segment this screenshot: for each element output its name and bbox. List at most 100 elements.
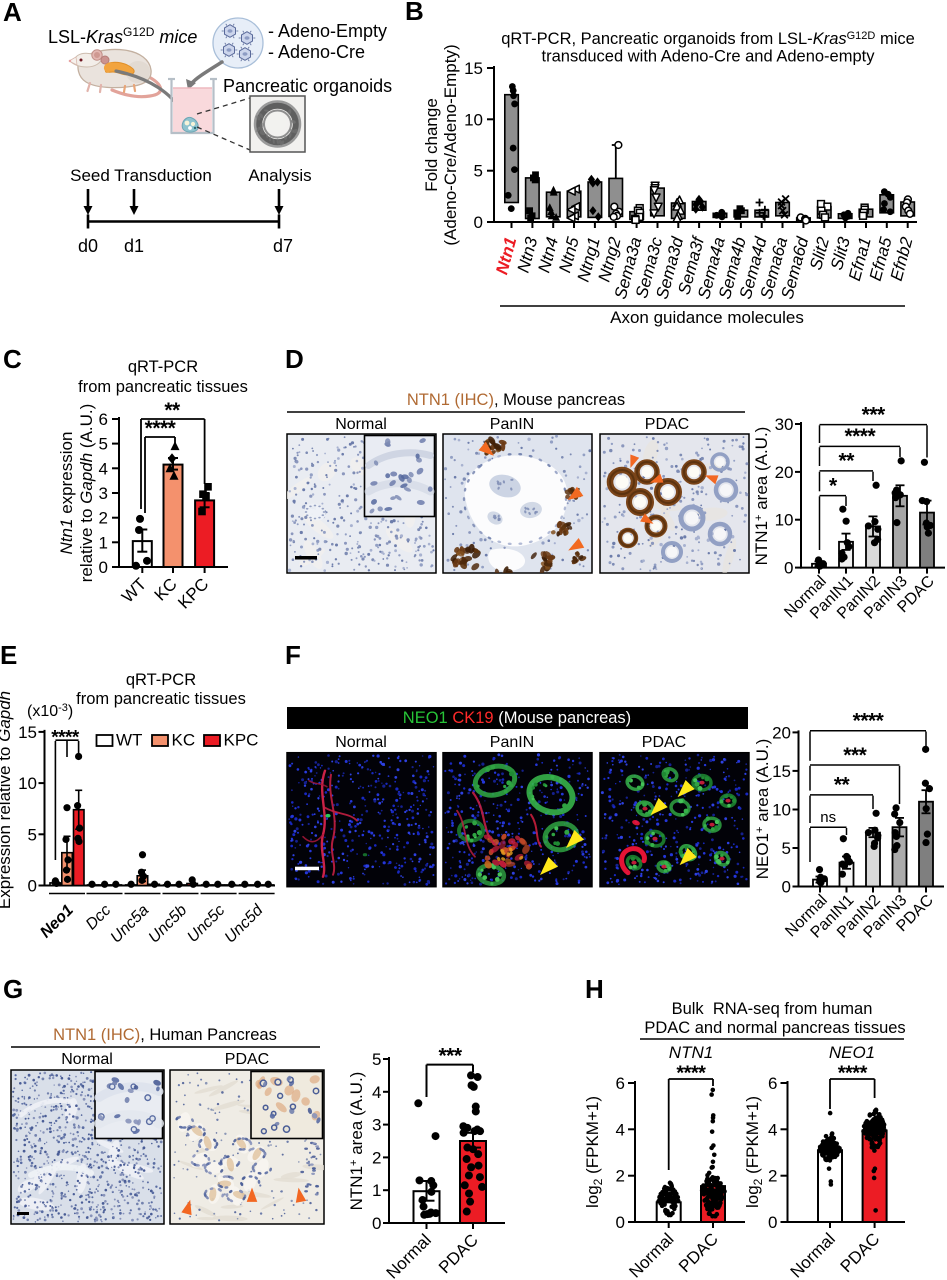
svg-text:10: 10: [464, 110, 483, 129]
svg-text:KC: KC: [172, 731, 196, 750]
svg-text:Unc5b: Unc5b: [146, 902, 191, 947]
svg-text:log2 (FPKM+1): log2 (FPKM+1): [743, 1096, 765, 1208]
svg-text:10: 10: [18, 774, 37, 793]
svg-text:(Adeno-Cre/Adeno-Empty): (Adeno-Cre/Adeno-Empty): [441, 44, 460, 245]
svg-text:0: 0: [782, 878, 791, 897]
svg-text:Normal: Normal: [787, 1229, 839, 1280]
svg-text:5: 5: [474, 162, 483, 181]
svg-text:0: 0: [99, 558, 108, 577]
svg-text:qRT-PCR: qRT-PCR: [128, 358, 198, 376]
svg-text:3: 3: [372, 1116, 381, 1135]
svg-text:PDAC: PDAC: [642, 734, 686, 751]
svg-text:PDAC and normal pancreas tissu: PDAC and normal pancreas tissues: [644, 1019, 905, 1037]
svg-text:Unc5d: Unc5d: [222, 901, 268, 947]
svg-text:PDAC: PDAC: [225, 1051, 269, 1068]
svg-text:Transduction: Transduction: [114, 166, 212, 185]
svg-text:Ntn1 expression: Ntn1 expression: [57, 432, 76, 555]
svg-text:E: E: [0, 640, 17, 670]
svg-text:d7: d7: [273, 236, 293, 256]
svg-text:6: 6: [616, 1074, 625, 1093]
svg-text:Seed: Seed: [70, 166, 110, 185]
svg-text:Expression relative to Gapdh: Expression relative to Gapdh: [0, 691, 14, 909]
svg-text:NEO1 CK19 (Mouse pancreas): NEO1 CK19 (Mouse pancreas): [403, 709, 631, 727]
svg-text:PanIN: PanIN: [490, 416, 534, 433]
svg-text:****: ****: [51, 728, 80, 749]
svg-text:NTN1+ area (A.U.): NTN1+ area (A.U.): [752, 427, 771, 566]
svg-text:Normal: Normal: [61, 1051, 113, 1068]
svg-text:Neo1: Neo1: [37, 902, 77, 942]
svg-text:0: 0: [784, 559, 793, 578]
svg-text:Normal: Normal: [383, 1230, 435, 1280]
svg-text:15: 15: [464, 59, 483, 78]
svg-text:NEO1: NEO1: [829, 1043, 875, 1062]
svg-text:Analysis: Analysis: [248, 166, 311, 185]
svg-text:****: ****: [853, 710, 885, 733]
svg-text:A: A: [3, 0, 22, 27]
svg-text:30: 30: [775, 415, 794, 434]
svg-text:Axon guidance molecules: Axon guidance molecules: [610, 308, 804, 327]
svg-text:*: *: [829, 474, 838, 497]
svg-text:6: 6: [99, 410, 108, 429]
svg-text:G: G: [3, 974, 23, 1004]
svg-text:KPC: KPC: [174, 574, 212, 612]
svg-text:4: 4: [768, 1120, 777, 1139]
svg-text:relative to Gapdh (A.U.): relative to Gapdh (A.U.): [77, 404, 96, 583]
svg-text:NTN1+ area (A.U.): NTN1+ area (A.U.): [347, 1072, 366, 1211]
svg-text:PDAC: PDAC: [645, 416, 689, 433]
svg-text:0: 0: [474, 213, 483, 232]
svg-text:***: ***: [862, 403, 886, 426]
svg-text:10: 10: [772, 801, 791, 820]
svg-text:LSL-KrasG12D mice: LSL-KrasG12D mice: [48, 25, 197, 47]
svg-text:Bulk RNA-seq from human: Bulk RNA-seq from human: [672, 1000, 873, 1018]
svg-text:3: 3: [99, 484, 108, 503]
svg-text:D: D: [285, 344, 304, 374]
svg-text:d1: d1: [124, 236, 144, 256]
svg-text:Normal: Normal: [335, 416, 387, 433]
svg-text:2: 2: [616, 1167, 625, 1186]
svg-text:**: **: [164, 399, 181, 422]
svg-text:****: ****: [844, 425, 876, 448]
svg-text:Pancreatic organoids: Pancreatic organoids: [223, 76, 392, 96]
svg-text:Fold change: Fold change: [422, 98, 441, 192]
svg-text:C: C: [3, 344, 22, 374]
svg-text:15: 15: [18, 723, 37, 742]
svg-text:20: 20: [772, 723, 791, 742]
svg-text:0: 0: [616, 1213, 625, 1232]
svg-text:Unc5c: Unc5c: [184, 902, 228, 946]
svg-text:6: 6: [768, 1074, 777, 1093]
svg-text:NTN1 (IHC), Mouse pancreas: NTN1 (IHC), Mouse pancreas: [407, 391, 625, 409]
svg-text:4: 4: [616, 1120, 625, 1139]
svg-text:0: 0: [372, 1214, 381, 1233]
svg-text:Unc5a: Unc5a: [108, 902, 153, 947]
svg-text:2: 2: [99, 509, 108, 528]
svg-text:from pancreatic tissues: from pancreatic tissues: [76, 690, 246, 708]
svg-text:1: 1: [99, 533, 108, 552]
svg-text:**: **: [834, 774, 851, 797]
svg-text:20: 20: [775, 463, 794, 482]
svg-text:****: ****: [145, 417, 177, 440]
svg-text:4: 4: [99, 459, 108, 478]
svg-text:5: 5: [99, 435, 108, 454]
svg-text:****: ****: [838, 1063, 868, 1085]
svg-text:5: 5: [782, 839, 791, 858]
svg-text:qRT-PCR, Pancreatic organoids: qRT-PCR, Pancreatic organoids from LSL-K…: [501, 30, 915, 48]
svg-text:0: 0: [768, 1213, 777, 1232]
svg-text:PDAC: PDAC: [837, 1229, 884, 1276]
svg-text:B: B: [405, 0, 424, 26]
svg-text:- Adeno-Cre: - Adeno-Cre: [268, 42, 365, 62]
svg-text:d0: d0: [78, 236, 98, 256]
svg-text:Normal: Normal: [335, 734, 387, 751]
svg-text:Normal: Normal: [625, 1229, 677, 1280]
svg-text:10: 10: [775, 511, 794, 530]
svg-text:PDAC: PDAC: [675, 1229, 722, 1276]
svg-text:NTN1 (IHC), Human Pancreas: NTN1 (IHC), Human Pancreas: [53, 1026, 277, 1044]
svg-text:WT: WT: [118, 574, 150, 606]
svg-text:5: 5: [28, 825, 37, 844]
svg-text:KPC: KPC: [224, 731, 259, 750]
svg-text:***: ***: [843, 744, 867, 767]
svg-text:H: H: [585, 974, 604, 1004]
svg-text:0: 0: [28, 877, 37, 896]
svg-text:F: F: [285, 640, 301, 670]
svg-text:- Adeno-Empty: - Adeno-Empty: [268, 21, 387, 41]
svg-text:WT: WT: [116, 731, 142, 750]
